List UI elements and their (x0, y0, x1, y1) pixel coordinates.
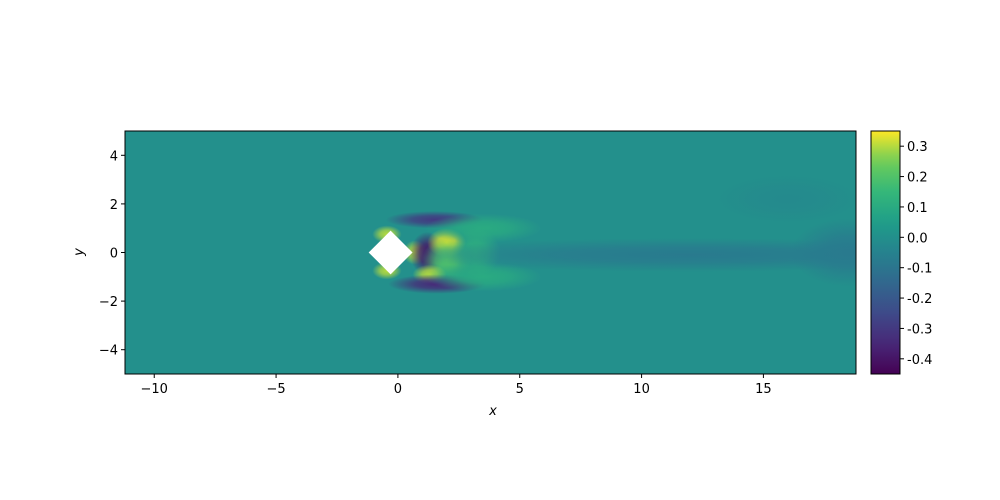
colorbar-tick-label: -0.3 (907, 322, 932, 337)
heatmap-feature (790, 218, 856, 287)
y-tick-label: 0 (110, 247, 118, 262)
y-tick-label: −2 (99, 295, 118, 310)
colorbar-tick-label: -0.4 (907, 353, 932, 368)
colorbar-tick-label: 0.3 (907, 140, 928, 155)
colorbar-tick-label: 0.0 (907, 231, 928, 246)
heatmap-feature (424, 213, 542, 243)
x-axis: −10 −5 0 5 10 15 (141, 374, 772, 397)
heatmap-feature (714, 174, 856, 224)
colorbar-tick-label: 0.2 (907, 171, 928, 186)
x-tick-label: 0 (394, 382, 402, 397)
colorbar: 0.3 0.2 0.1 0.0 -0.1 -0.2 -0.3 -0.4 (870, 130, 932, 375)
heatmap-feature (424, 262, 542, 292)
x-tick-label: 15 (755, 382, 772, 397)
x-tick-label: 5 (516, 382, 524, 397)
y-axis: −4 −2 0 2 4 (99, 149, 125, 359)
x-tick-label: 10 (633, 382, 650, 397)
colorbar-tick-label: -0.1 (907, 262, 932, 277)
y-axis-label: y (72, 248, 87, 257)
heatmap (125, 131, 856, 374)
obstacle-diamond (368, 230, 413, 275)
colorbar-gradient (871, 131, 900, 374)
colorbar-tick-label: -0.2 (907, 292, 932, 307)
colorbar-frame (870, 130, 901, 375)
y-tick-label: 2 (110, 198, 118, 213)
x-tick-label: −10 (141, 382, 168, 397)
heatmap-feature (397, 237, 856, 272)
y-tick-label: −4 (99, 344, 118, 359)
x-axis-label: x (488, 404, 497, 419)
colorbar-tick-label: 0.1 (907, 201, 928, 216)
y-tick-label: 4 (110, 149, 118, 164)
x-tick-label: −5 (266, 382, 285, 397)
